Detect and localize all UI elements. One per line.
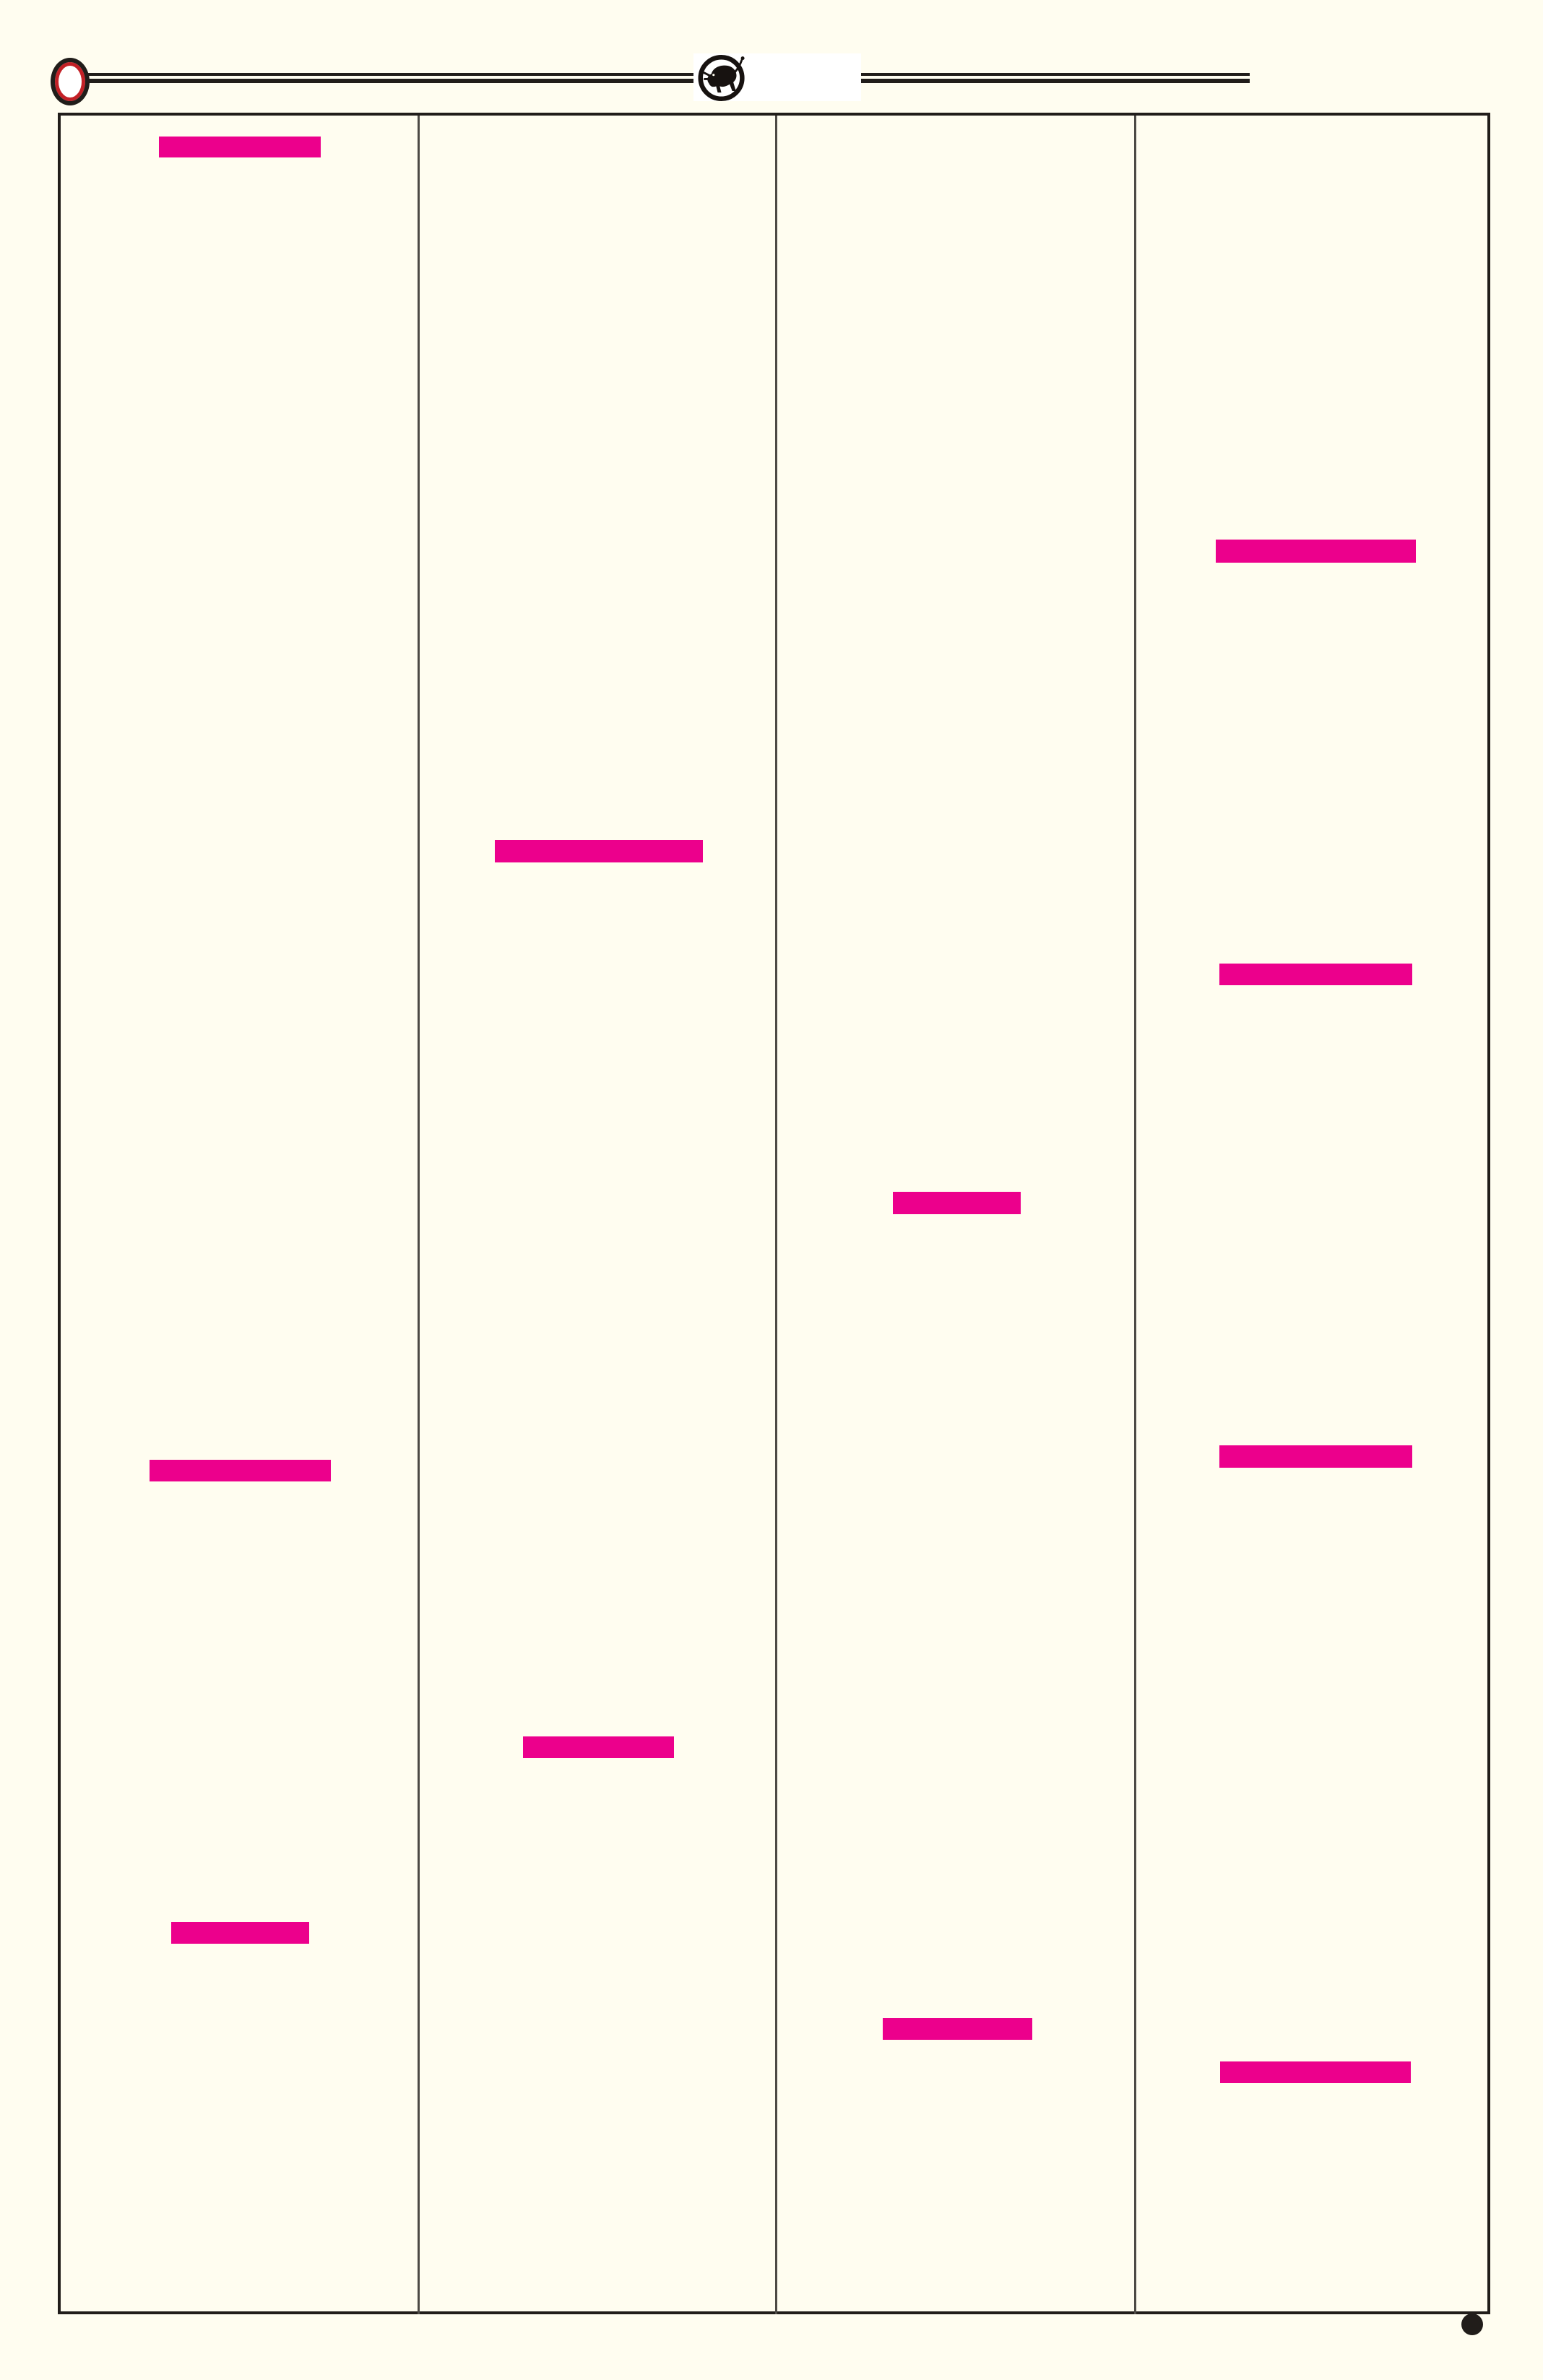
ring-ornament-icon <box>51 58 90 105</box>
redaction-bar <box>1220 2061 1411 2083</box>
column-divider <box>1134 116 1136 2314</box>
redaction-bar <box>893 1192 1021 1214</box>
bull-in-circle-icon <box>698 54 745 102</box>
column-2 <box>420 116 775 2314</box>
column-divider <box>418 116 420 2314</box>
content-frame <box>58 113 1490 2314</box>
corner-dot-icon <box>1461 2314 1483 2335</box>
header-rule-right <box>861 73 1250 83</box>
column-3 <box>777 116 1134 2314</box>
redaction-bar <box>150 1460 331 1481</box>
redaction-bar <box>171 1922 309 1944</box>
publisher-emblem <box>693 53 861 102</box>
column-1 <box>61 116 418 2314</box>
redaction-bar <box>1219 964 1412 985</box>
redaction-bar <box>523 1736 674 1758</box>
redaction-bar <box>1219 1445 1412 1468</box>
redaction-bar <box>159 137 321 157</box>
column-divider <box>775 116 777 2314</box>
redaction-bar <box>495 840 703 862</box>
column-4 <box>1136 116 1487 2314</box>
redaction-bar <box>883 2018 1032 2040</box>
redaction-bar <box>1216 540 1416 563</box>
header-rule-left <box>85 73 696 83</box>
